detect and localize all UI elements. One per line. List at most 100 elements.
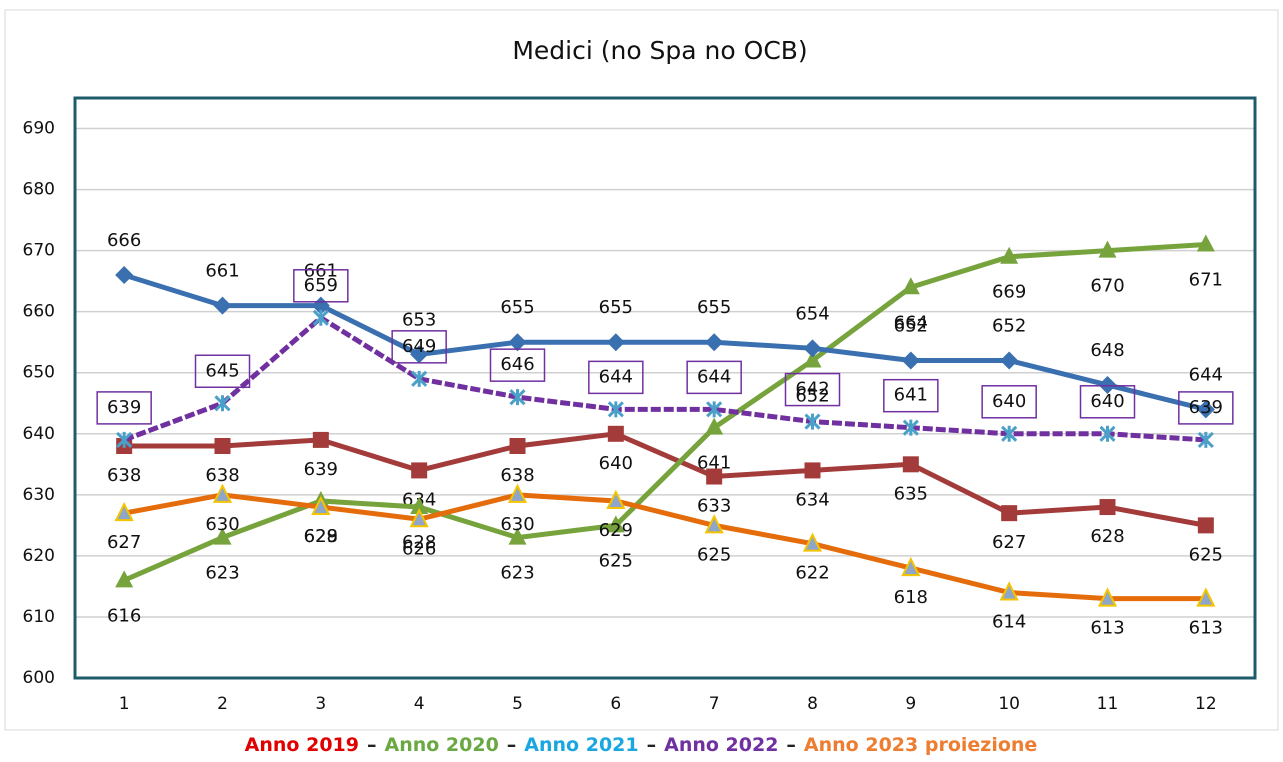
data-label: 655: [697, 297, 731, 318]
legend-entry: Anno 2022: [664, 734, 778, 756]
plot-area: [75, 98, 1255, 678]
marker: [214, 395, 231, 412]
label-box: [1178, 391, 1234, 425]
marker: [901, 351, 920, 370]
label-box: [1079, 385, 1136, 419]
y-tick-label: 690: [23, 119, 55, 139]
label-box: [883, 378, 939, 413]
marker: [509, 389, 526, 406]
data-label: 635: [894, 483, 928, 504]
data-label: 630: [205, 514, 239, 535]
marker: [1000, 351, 1019, 370]
marker: [213, 527, 232, 545]
y-tick-label: 610: [23, 607, 55, 627]
y-tick-label: 600: [23, 668, 55, 688]
marker: [1099, 499, 1116, 516]
label-box: [784, 372, 841, 407]
data-label: 652: [992, 316, 1026, 337]
x-tick-label: 9: [905, 694, 916, 714]
y-tick-label: 630: [23, 485, 55, 505]
data-label: 622: [795, 563, 829, 584]
data-label: 630: [500, 514, 534, 535]
data-label: 652: [795, 386, 829, 407]
x-tick-label: 4: [414, 694, 425, 714]
x-tick-label: 10: [998, 694, 1020, 714]
marker: [804, 462, 821, 479]
marker: [606, 333, 625, 352]
data-label: 639: [1189, 397, 1223, 418]
marker: [411, 370, 428, 387]
data-label: 649: [402, 336, 436, 357]
data-label: 640: [992, 391, 1026, 412]
label-box: [489, 348, 546, 382]
legend: Anno 2019– Anno 2020– Anno 2021– Anno 2022–…: [245, 734, 1038, 756]
marker: [607, 425, 624, 442]
series-line: [123, 272, 1207, 412]
marker: [114, 501, 134, 522]
data-label: 640: [1090, 391, 1124, 412]
data-label: 638: [107, 465, 141, 486]
marker: [1197, 517, 1214, 534]
data-label: 625: [1189, 544, 1223, 565]
marker: [214, 438, 231, 454]
marker: [902, 419, 919, 436]
marker: [507, 483, 528, 503]
data-label: 659: [304, 275, 338, 296]
marker: [901, 556, 921, 577]
label-box: [194, 354, 251, 389]
marker: [1098, 240, 1117, 258]
marker: [607, 401, 624, 418]
label-box: [588, 360, 644, 395]
marker: [212, 483, 233, 503]
data-label: 614: [992, 612, 1026, 633]
data-label: 664: [894, 312, 928, 333]
marker: [1001, 425, 1018, 442]
marker: [115, 266, 134, 285]
marker: [705, 333, 724, 352]
y-tick-label: 620: [23, 546, 55, 566]
legend-separator: –: [647, 734, 657, 756]
data-label: 646: [500, 354, 534, 375]
marker: [411, 462, 428, 479]
data-label: 634: [795, 489, 829, 510]
marker: [1001, 505, 1018, 522]
x-tick-label: 2: [217, 694, 228, 714]
marker: [312, 431, 329, 448]
data-label: 655: [599, 297, 633, 318]
data-label: 641: [697, 453, 731, 474]
x-tick-label: 11: [1097, 694, 1119, 714]
marker: [606, 515, 625, 533]
marker: [213, 296, 232, 315]
data-label: 623: [205, 563, 239, 584]
label-box: [391, 330, 447, 364]
marker: [1196, 234, 1215, 252]
marker: [1196, 587, 1216, 607]
marker: [410, 497, 429, 515]
label-box: [981, 385, 1037, 419]
data-label: 625: [697, 544, 731, 565]
marker: [509, 438, 526, 454]
data-label: 626: [402, 538, 436, 559]
x-tick-label: 5: [512, 694, 523, 714]
marker: [803, 339, 822, 358]
y-tick-label: 680: [23, 180, 55, 200]
data-label: 644: [1189, 364, 1223, 385]
data-label: 648: [1090, 340, 1124, 361]
marker: [706, 468, 723, 485]
data-label: 629: [304, 526, 338, 547]
data-label: 652: [894, 316, 928, 337]
data-label: 618: [894, 587, 928, 608]
data-label: 642: [795, 379, 829, 400]
data-label: 638: [500, 465, 534, 486]
data-label: 666: [107, 230, 141, 251]
data-label: 639: [304, 459, 338, 480]
x-tick-label: 12: [1195, 694, 1217, 714]
data-label: 654: [795, 303, 829, 324]
data-label: 628: [402, 532, 436, 553]
marker: [902, 456, 919, 473]
marker: [706, 401, 723, 418]
y-tick-label: 660: [23, 302, 55, 322]
x-tick-label: 3: [315, 694, 326, 714]
marker: [115, 570, 134, 588]
